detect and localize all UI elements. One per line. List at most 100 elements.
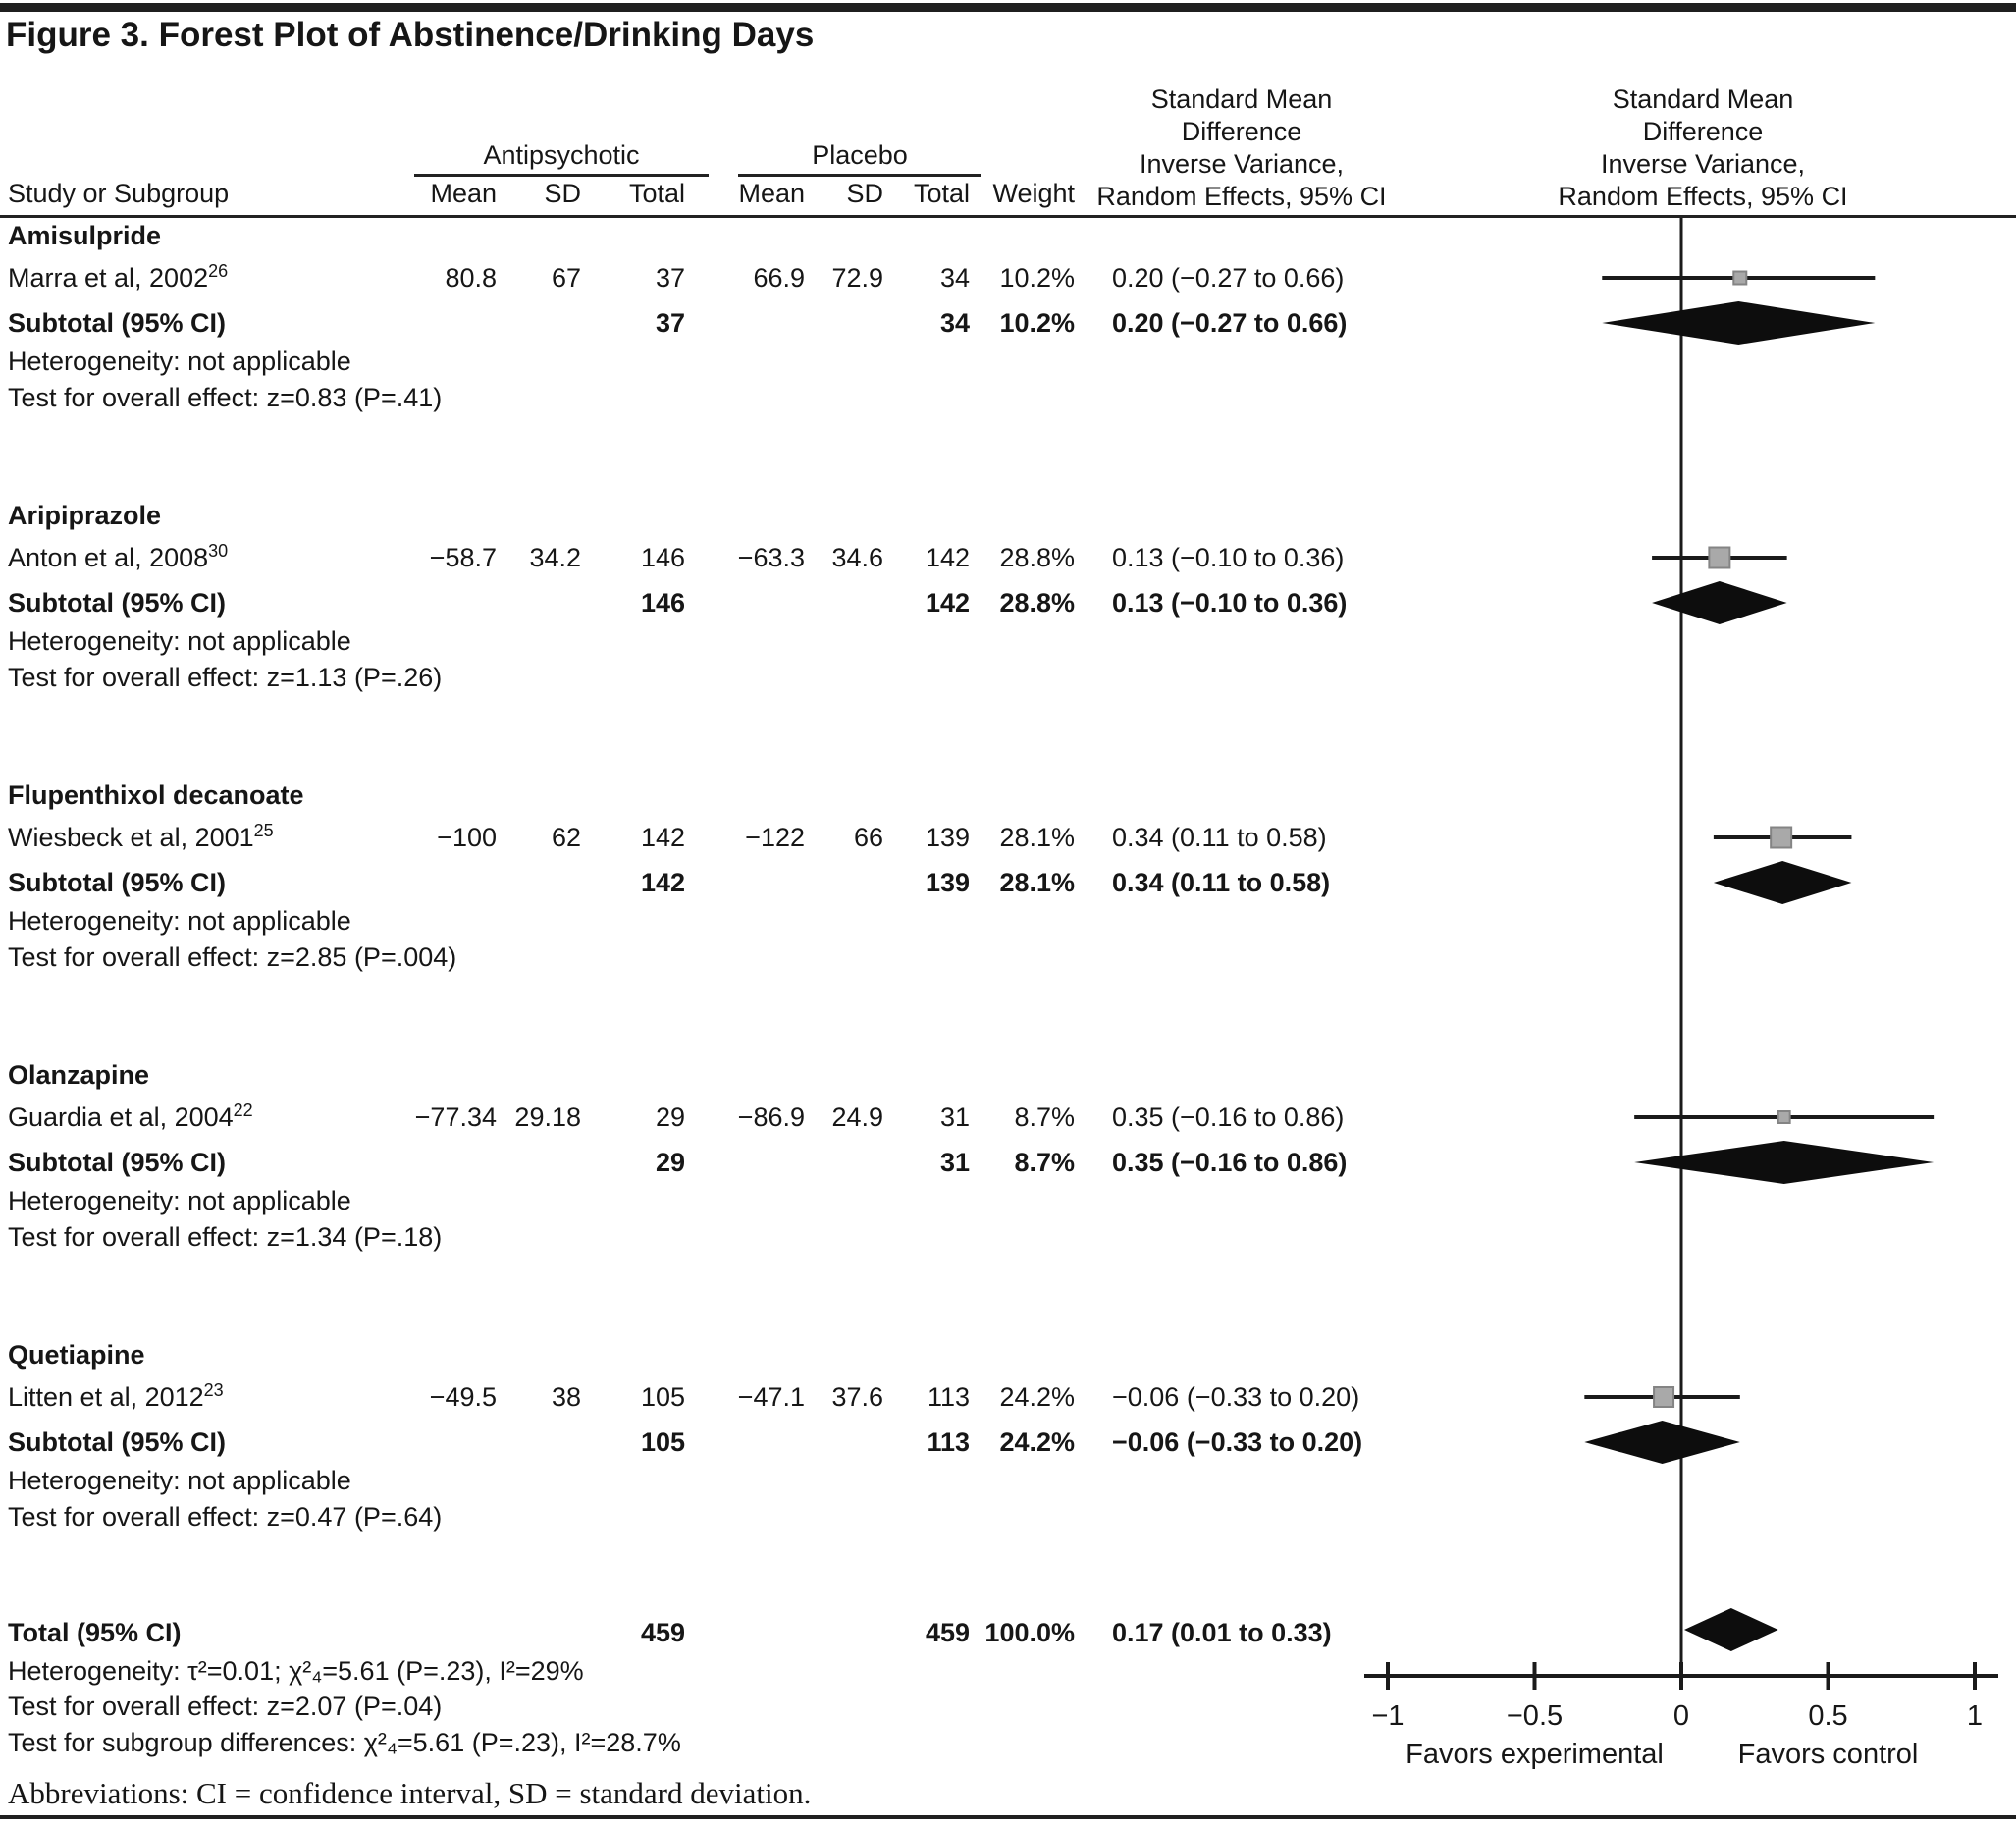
- total2-value: 142: [925, 588, 970, 618]
- heterogeneity-row: Heterogeneity: not applicable: [0, 344, 2016, 379]
- overall-effect-text: Test for overall effect: z=0.83 (P=.41): [8, 383, 443, 412]
- total1-value: 37: [655, 263, 685, 293]
- column-header-smd-text: Standard Mean Difference Inverse Varianc…: [1085, 83, 1399, 213]
- total1-value: 142: [640, 823, 685, 852]
- overall-effect-text: Test for overall effect: z=1.34 (P=.18): [8, 1222, 443, 1252]
- ci-text: 0.17 (0.01 to 0.33): [1112, 1618, 1332, 1647]
- mean1-value: −58.7: [429, 543, 497, 572]
- total1-value: 29: [655, 1148, 685, 1177]
- total1-value: 29: [655, 1102, 685, 1132]
- sd2-value: 24.9: [831, 1102, 883, 1132]
- header-rule: [0, 215, 2016, 218]
- mean2-value: −122: [745, 823, 805, 852]
- study-label: Marra et al, 200226: [8, 261, 229, 293]
- total2-value: 142: [925, 543, 970, 572]
- heterogeneity-text: Heterogeneity: not applicable: [8, 1466, 351, 1495]
- heterogeneity-text: Heterogeneity: not applicable: [8, 347, 351, 376]
- ci-text: 0.20 (−0.27 to 0.66): [1112, 308, 1348, 338]
- weight-value: 10.2%: [999, 308, 1075, 338]
- overall-effect-row: Test for overall effect: z=0.83 (P=.41): [0, 380, 2016, 415]
- column-header-weight: Weight: [992, 179, 1075, 208]
- column-header-mean2: Mean: [738, 179, 805, 208]
- column-header-sd1: SD: [544, 179, 581, 208]
- smd-line: Standard Mean: [1150, 84, 1333, 114]
- column-header-total2: Total: [913, 179, 970, 208]
- mean2-value: −63.3: [737, 543, 805, 572]
- figure-title: Figure 3. Forest Plot of Abstinence/Drin…: [6, 16, 815, 54]
- total1-value: 146: [640, 543, 685, 572]
- total1-value: 142: [640, 868, 685, 897]
- subtotal-label: Subtotal (95% CI): [8, 1148, 227, 1177]
- total-overall-effect-text: Test for overall effect: z=2.07 (P=.04): [8, 1692, 443, 1721]
- ci-text: 0.34 (0.11 to 0.58): [1112, 823, 1327, 852]
- ci-text: 0.13 (−0.10 to 0.36): [1112, 543, 1345, 572]
- weight-value: 100.0%: [984, 1618, 1075, 1647]
- ci-text: 0.13 (−0.10 to 0.36): [1112, 588, 1348, 618]
- heterogeneity-row: Heterogeneity: not applicable: [0, 1183, 2016, 1218]
- citation-ref: 25: [253, 821, 274, 840]
- subtotal-row: Subtotal (95% CI) 142 139 28.1% 0.34 (0.11 t…: [0, 865, 2016, 900]
- total1-value: 37: [655, 308, 685, 338]
- total2-value: 31: [939, 1102, 970, 1132]
- mean2-value: 66.9: [753, 263, 805, 293]
- heterogeneity-row: Heterogeneity: not applicable: [0, 623, 2016, 659]
- column-header-mean1: Mean: [430, 179, 497, 208]
- subtotal-row: Subtotal (95% CI) 146 142 28.8% 0.13 (−0.10 …: [0, 585, 2016, 620]
- sd1-value: 29.18: [514, 1102, 581, 1132]
- study-row: Marra et al, 200226 80.8 67 37 66.9 72.9 34 10.…: [0, 260, 2016, 296]
- group-heading-row: Amisulpride: [0, 218, 2016, 253]
- sd2-value: 72.9: [831, 263, 883, 293]
- total1-value: 105: [640, 1382, 685, 1412]
- overall-effect-text: Test for overall effect: z=1.13 (P=.26): [8, 663, 443, 692]
- total-row: Total (95% CI) 459 459 100.0% 0.17 (0.01 to …: [0, 1615, 2016, 1650]
- total1-value: 105: [640, 1427, 685, 1457]
- total2-value: 113: [927, 1427, 970, 1457]
- overall-effect-text: Test for overall effect: z=0.47 (P=.64): [8, 1502, 443, 1532]
- ci-text: 0.35 (−0.16 to 0.86): [1112, 1148, 1348, 1177]
- subgroup-differences-row: Test for subgroup differences: χ²₄=5.61 …: [0, 1725, 2016, 1760]
- heterogeneity-text: Heterogeneity: not applicable: [8, 906, 351, 936]
- group-name: Flupenthixol decanoate: [8, 780, 304, 810]
- smd-line: Inverse Variance,: [1600, 149, 1806, 179]
- column-header-study: Study or Subgroup: [8, 179, 230, 208]
- total-overall-effect-row: Test for overall effect: z=2.07 (P=.04): [0, 1689, 2016, 1724]
- smd-line: Random Effects, 95% CI: [1558, 182, 1848, 211]
- subtotal-label: Subtotal (95% CI): [8, 588, 227, 618]
- heterogeneity-text: Heterogeneity: not applicable: [8, 626, 351, 656]
- smd-line: Inverse Variance,: [1139, 149, 1345, 179]
- weight-value: 28.1%: [999, 868, 1075, 897]
- total2-value: 31: [939, 1148, 970, 1177]
- mean1-value: −49.5: [429, 1382, 497, 1412]
- citation-ref: 22: [233, 1101, 253, 1120]
- placebo-underline: [738, 174, 981, 177]
- mean1-value: 80.8: [445, 263, 497, 293]
- subtotal-row: Subtotal (95% CI) 37 34 10.2% 0.20 (−0.27 to…: [0, 305, 2016, 341]
- antipsychotic-underline: [414, 174, 709, 177]
- sd1-value: 62: [551, 823, 581, 852]
- study-label: Litten et al, 201223: [8, 1380, 224, 1412]
- ci-text: 0.20 (−0.27 to 0.66): [1112, 263, 1345, 293]
- total2-value: 139: [925, 868, 970, 897]
- study-row: Guardia et al, 200422 −77.34 29.18 29 −86.9 2…: [0, 1100, 2016, 1135]
- subtotal-label: Subtotal (95% CI): [8, 308, 227, 338]
- total2-value: 113: [927, 1382, 970, 1412]
- ci-text: −0.06 (−0.33 to 0.20): [1112, 1427, 1363, 1457]
- weight-value: 28.8%: [999, 543, 1075, 572]
- weight-value: 28.8%: [999, 588, 1075, 618]
- total-label: Total (95% CI): [8, 1618, 182, 1647]
- group-name: Quetiapine: [8, 1340, 145, 1370]
- mean1-value: −77.34: [414, 1102, 497, 1132]
- sd1-value: 38: [551, 1382, 581, 1412]
- citation-ref: 26: [208, 261, 229, 281]
- column-group-placebo: Placebo: [812, 140, 908, 170]
- weight-value: 8.7%: [1014, 1148, 1075, 1177]
- weight-value: 24.2%: [999, 1382, 1075, 1412]
- sd2-value: 66: [853, 823, 883, 852]
- heterogeneity-row: Heterogeneity: not applicable: [0, 1463, 2016, 1498]
- total-heterogeneity-row: Heterogeneity: τ²=0.01; χ²₄=5.61 (P=.23)…: [0, 1653, 2016, 1689]
- study-row: Anton et al, 200830 −58.7 34.2 146 −63.3 34.6…: [0, 540, 2016, 575]
- sd1-value: 34.2: [529, 543, 581, 572]
- total1-value: 146: [640, 588, 685, 618]
- study-row: Litten et al, 201223 −49.5 38 105 −47.1 37.6 1…: [0, 1379, 2016, 1415]
